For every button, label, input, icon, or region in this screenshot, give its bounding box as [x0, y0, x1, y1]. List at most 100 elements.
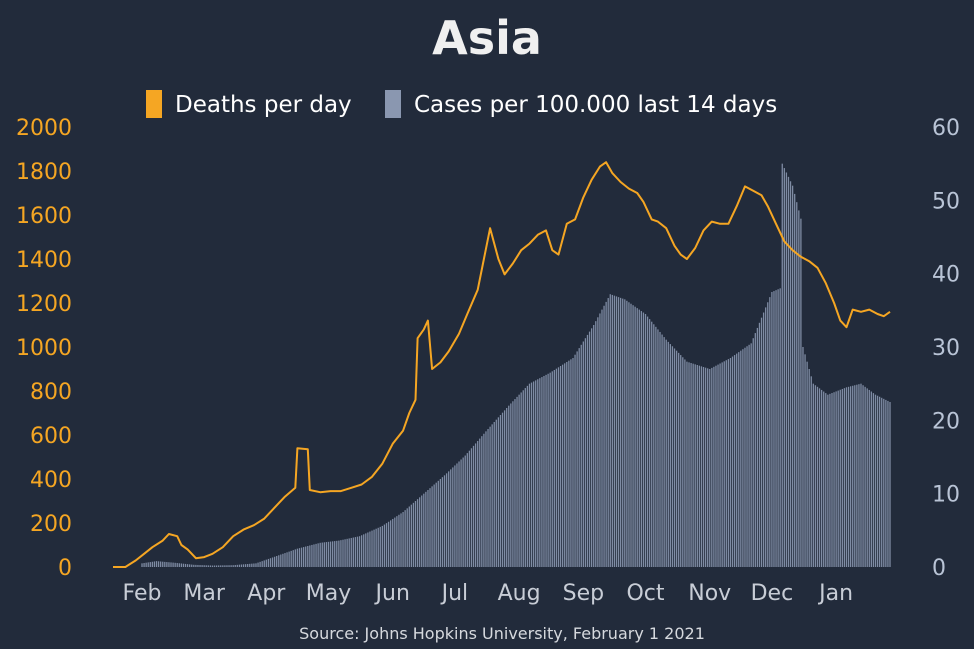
- cases-bar: [752, 338, 754, 567]
- cases-bar: [800, 218, 802, 567]
- cases-bar: [576, 351, 578, 567]
- cases-bar: [630, 303, 632, 567]
- cases-bar: [408, 506, 410, 567]
- cases-bar: [878, 396, 881, 567]
- cases-bar: [394, 517, 396, 567]
- cases-bar: [849, 386, 852, 567]
- cases-bar: [234, 565, 236, 567]
- cases-bar: [794, 193, 796, 567]
- cases-bar: [433, 484, 435, 567]
- cases-bar: [184, 563, 187, 567]
- cases-bar: [419, 497, 421, 567]
- cases-bar: [352, 537, 354, 567]
- cases-bar: [541, 377, 543, 567]
- cases-bar: [387, 521, 390, 567]
- cases-bar: [719, 363, 721, 567]
- cases-bar: [843, 388, 846, 567]
- cases-bar: [619, 297, 622, 567]
- cases-bar: [479, 438, 481, 567]
- cases-bar: [456, 463, 458, 567]
- cases-bar: [325, 542, 328, 567]
- cases-bar: [704, 367, 707, 567]
- cases-bar: [854, 385, 856, 567]
- y-left-tick-label: 1400: [16, 248, 72, 273]
- y-right-tick-label: 30: [932, 336, 960, 361]
- cases-bar: [773, 291, 775, 567]
- cases-bar: [166, 562, 168, 567]
- cases-bar: [342, 539, 344, 567]
- cases-bar: [831, 393, 833, 567]
- cases-bar: [485, 431, 487, 567]
- cases-bar: [883, 398, 885, 567]
- cases-bar: [327, 541, 330, 567]
- cases-bar: [549, 372, 551, 567]
- cases-bar: [311, 544, 313, 567]
- cases-bar: [412, 502, 415, 567]
- cases-bar: [593, 325, 595, 567]
- cases-bar: [638, 309, 640, 567]
- cases-bar: [157, 561, 160, 567]
- x-tick-label: Nov: [688, 581, 731, 606]
- cases-bar: [570, 359, 572, 567]
- cases-bar: [804, 354, 806, 567]
- cases-bar: [470, 448, 473, 567]
- cases-bar: [193, 564, 195, 567]
- cases-bar: [365, 533, 367, 567]
- cases-bar: [367, 532, 369, 567]
- cases-bar: [694, 364, 696, 567]
- cases-bar: [837, 390, 839, 567]
- cases-bar: [247, 564, 249, 567]
- cases-bar: [503, 410, 506, 567]
- cases-bar: [510, 403, 512, 567]
- cases-bar: [501, 412, 504, 567]
- cases-bar: [178, 563, 180, 567]
- cases-bar: [489, 426, 491, 567]
- cases-bar: [586, 334, 589, 567]
- cases-bar: [671, 346, 674, 567]
- cases-bar: [431, 486, 433, 567]
- cases-bar: [590, 328, 593, 567]
- cases-bar: [665, 339, 667, 567]
- y-axis-left: 0 200 400 600 800 1000 1200 1400 1600 1800 2000: [16, 116, 72, 581]
- y-right-tick-label: 50: [932, 189, 960, 214]
- cases-bar: [168, 562, 170, 567]
- cases-bar: [798, 210, 800, 567]
- cases-bar: [740, 350, 742, 567]
- cases-bar: [499, 415, 502, 567]
- cases-bar: [464, 455, 466, 567]
- cases-bar: [675, 350, 678, 567]
- cases-bar: [331, 541, 334, 567]
- cases-bar: [269, 558, 272, 567]
- cases-bar: [458, 461, 460, 567]
- cases-bar: [678, 352, 680, 567]
- cases-bar: [450, 469, 452, 567]
- cases-bar: [651, 321, 653, 567]
- cases-bar: [532, 381, 535, 567]
- cases-bar: [410, 504, 413, 567]
- cases-bar: [406, 508, 408, 567]
- cases-bar: [655, 326, 657, 567]
- cases-bar: [259, 561, 261, 567]
- cases-bar: [872, 393, 875, 567]
- cases-bar: [864, 386, 866, 567]
- cases-bar: [673, 348, 676, 567]
- cases-bar: [845, 387, 848, 567]
- cases-bar: [429, 488, 431, 567]
- cases-bar: [860, 383, 862, 567]
- cases-bar: [783, 168, 785, 568]
- cases-bar: [199, 565, 201, 567]
- cases-bar: [692, 363, 694, 567]
- cases-bar: [143, 563, 145, 567]
- cases-bar: [729, 358, 732, 567]
- cases-bar: [829, 393, 831, 567]
- cases-bar: [539, 378, 541, 567]
- cases-bar: [375, 528, 377, 567]
- cases-bar: [421, 495, 423, 567]
- y-left-tick-label: 800: [30, 380, 72, 405]
- cases-bar: [661, 334, 663, 567]
- cases-bar: [483, 433, 485, 567]
- y-left-tick-label: 600: [30, 424, 72, 449]
- cases-bar: [634, 306, 636, 567]
